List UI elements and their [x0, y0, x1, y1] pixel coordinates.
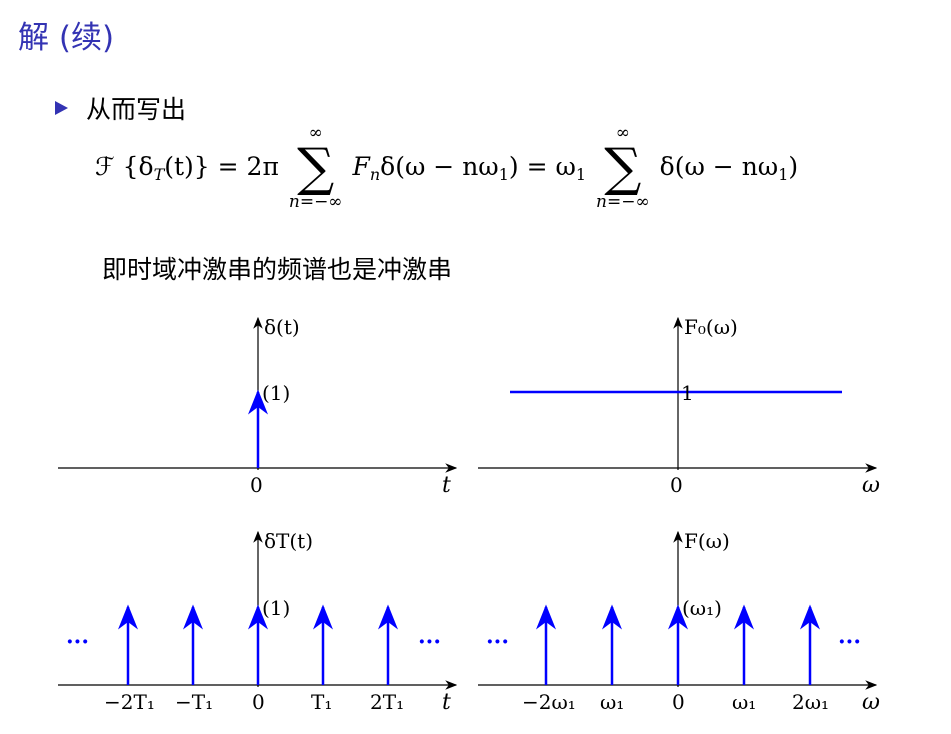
- single-impulse-origin-label: 0: [250, 473, 263, 497]
- sum-operator-2: ∞ ∑ n=−∞: [596, 123, 650, 212]
- flat-spectrum-origin-label: 0: [670, 473, 683, 497]
- spectrum-train-tick-label-3: ω₁: [732, 690, 756, 714]
- impulse-train-peak-label: (1): [262, 596, 290, 620]
- flat-spectrum-xlabel: ω: [862, 473, 880, 498]
- sum-operator: ∞ ∑ n=−∞: [288, 123, 343, 212]
- formula-lhs: ℱ {δT(t)} = 2π: [95, 152, 279, 184]
- impulse-train-tick-label-0: −2T₁: [104, 690, 155, 714]
- impulse-train-tick-label-4: 2T₁: [370, 690, 404, 714]
- spectrum-train-tick-label-0: −2ω₁: [522, 690, 576, 714]
- spectrum-train-right-ellipsis: ···: [838, 629, 861, 655]
- bullet-item: 从而写出: [55, 90, 186, 126]
- fourier-formula: ℱ {δT(t)} = 2π ∞ ∑ n=−∞ Fnδ(ω − nω1) = ω…: [95, 118, 798, 218]
- triangle-bullet-icon: [55, 101, 68, 115]
- spectrum-train-peak-label: (ω₁): [682, 596, 722, 620]
- spectrum-train-tick-label-4: 2ω₁: [792, 690, 829, 714]
- flat-spectrum-level-label: 1: [681, 381, 694, 405]
- remark-text: 即时域冲激串的频谱也是冲激串: [102, 255, 453, 284]
- formula-rhs: δ(ω − nω1): [659, 152, 799, 184]
- slide-title: 解 (续): [18, 20, 115, 56]
- impulse-train-ylabel: δT(t): [264, 529, 313, 553]
- single-impulse-xlabel: t: [442, 473, 451, 498]
- impulse-train-xlabel: t: [442, 690, 451, 715]
- impulse-train-tick-label-2: 0: [252, 690, 265, 714]
- impulse-train-right-ellipsis: ···: [418, 629, 441, 655]
- spectrum-train-ylabel: F(ω): [684, 529, 730, 553]
- spectrum-train-tick-label-1: ω₁: [600, 690, 624, 714]
- bullet-text: 从而写出: [86, 95, 187, 124]
- flat-spectrum-ylabel: F₀(ω): [684, 315, 738, 339]
- impulse-train-left-ellipsis: ···: [66, 629, 89, 655]
- spectrum-train-tick-label-2: 0: [672, 690, 685, 714]
- formula-middle: Fnδ(ω − nω1) = ω1: [352, 152, 587, 184]
- impulse-train-tick-label-3: T₁: [311, 690, 332, 714]
- impulse-train-tick-label-1: −T₁: [175, 690, 213, 714]
- single-impulse-peak-label: (1): [262, 381, 290, 405]
- spectrum-train-xlabel: ω: [862, 690, 880, 715]
- spectrum-train-left-ellipsis: ···: [486, 629, 509, 655]
- single-impulse-ylabel: δ(t): [264, 315, 300, 339]
